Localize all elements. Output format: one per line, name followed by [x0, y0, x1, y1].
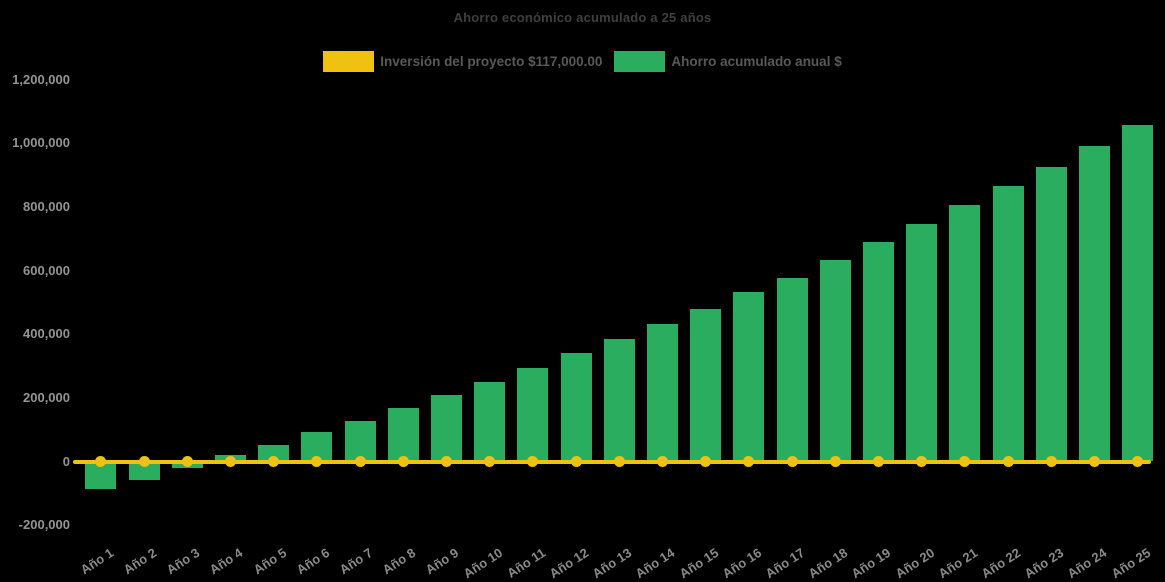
x-tick-label: Año 22	[978, 545, 1024, 582]
investment-line-marker	[95, 456, 107, 467]
legend: Inversión del proyecto $117,000.00 Ahorr…	[0, 51, 1165, 72]
investment-line-marker	[354, 456, 366, 467]
investment-line-marker	[224, 456, 236, 467]
x-tick-label: Año 13	[589, 545, 635, 582]
x-tick-label: Año 12	[546, 545, 592, 582]
bar-año-5	[258, 445, 290, 462]
y-tick-label: 800,000	[23, 198, 70, 214]
bar-año-25	[1122, 124, 1154, 462]
x-tick-label: Año 24	[1065, 545, 1110, 582]
investment-line-marker	[656, 456, 668, 467]
investment-line	[73, 459, 1152, 464]
bar-año-19	[862, 241, 894, 462]
legend-label-investment: Inversión del proyecto $117,000.00	[380, 54, 603, 69]
investment-line-marker	[613, 456, 625, 467]
x-tick-label: Año 9	[423, 545, 462, 578]
bar-año-23	[1035, 167, 1067, 462]
investment-line-marker	[570, 456, 582, 467]
investment-line-marker	[527, 456, 539, 467]
legend-item-investment: Inversión del proyecto $117,000.00	[323, 51, 602, 72]
x-tick-label: Año 19	[849, 545, 894, 582]
x-tick-label: Año 11	[504, 545, 548, 581]
investment-line-marker	[1002, 456, 1014, 467]
investment-line-marker	[700, 456, 712, 467]
investment-line-marker	[959, 456, 971, 467]
investment-line-marker	[440, 456, 452, 467]
bar-año-11	[517, 368, 549, 462]
bar-año-16	[733, 292, 765, 462]
x-tick-label: Año 5	[250, 545, 289, 578]
bar-año-22	[992, 186, 1024, 462]
investment-line-marker	[397, 456, 409, 467]
x-tick-label: Año 16	[719, 545, 764, 582]
bar-año-15	[690, 308, 722, 462]
x-tick-label: Año 10	[460, 545, 505, 582]
y-tick-label: 0	[62, 453, 70, 469]
investment-line-marker	[872, 456, 884, 467]
x-tick-label: Año 7	[336, 545, 376, 578]
investment-line-marker	[829, 456, 841, 467]
bar-año-20	[906, 223, 938, 462]
y-tick-label: 200,000	[23, 389, 70, 405]
legend-swatch-investment	[323, 51, 375, 72]
investment-line-marker	[484, 456, 496, 467]
x-tick-label: Año 6	[293, 545, 332, 578]
x-tick-label: Año 14	[633, 545, 678, 582]
investment-line-marker	[1045, 456, 1057, 467]
x-tick-label: Año 2	[120, 545, 160, 578]
bar-año-7	[344, 421, 376, 462]
x-tick-label: Año 4	[207, 545, 246, 578]
x-tick-label: Año 18	[805, 545, 851, 582]
y-tick-label: 400,000	[23, 326, 70, 342]
x-tick-label: Año 20	[892, 545, 937, 582]
bar-año-2	[128, 461, 160, 480]
x-tick-label: Año 23	[1021, 545, 1067, 582]
x-tick-label: Año 1	[77, 545, 116, 578]
x-tick-label: Año 15	[676, 545, 721, 582]
y-tick-label: 600,000	[23, 262, 70, 278]
bar-año-18	[819, 260, 851, 462]
bar-año-14	[646, 323, 678, 462]
investment-line-marker	[181, 456, 193, 467]
y-tick-label: 1,000,000	[12, 135, 70, 151]
investment-line-marker	[1088, 456, 1100, 467]
x-tick-label: Año 8	[379, 545, 419, 578]
investment-line-marker	[268, 456, 280, 467]
bar-año-21	[949, 205, 981, 462]
x-tick-label: Año 17	[762, 545, 808, 582]
y-tick-label: 1,200,000	[12, 71, 70, 87]
bar-año-8	[387, 408, 419, 462]
bar-año-24	[1078, 146, 1110, 462]
bar-año-10	[474, 381, 506, 462]
investment-line-marker	[311, 456, 323, 467]
legend-swatch-savings	[614, 51, 666, 72]
x-tick-label: Año 21	[935, 545, 980, 582]
bar-año-12	[560, 352, 592, 462]
investment-line-marker	[786, 456, 798, 467]
chart-title: Ahorro económico acumulado a 25 años	[453, 10, 712, 25]
bar-año-17	[776, 277, 808, 462]
legend-label-savings: Ahorro acumulado anual $	[671, 54, 842, 69]
bar-año-13	[603, 339, 635, 462]
bar-año-9	[430, 395, 462, 462]
x-tick-label: Año 25	[1108, 545, 1153, 582]
investment-line-marker	[916, 456, 928, 467]
investment-line-marker	[743, 456, 755, 467]
legend-item-savings: Ahorro acumulado anual $	[614, 51, 842, 72]
y-tick-label: -200,000	[18, 517, 70, 533]
x-tick-label: Año 3	[163, 545, 203, 578]
investment-line-marker	[1132, 456, 1144, 467]
investment-line-marker	[138, 456, 150, 467]
